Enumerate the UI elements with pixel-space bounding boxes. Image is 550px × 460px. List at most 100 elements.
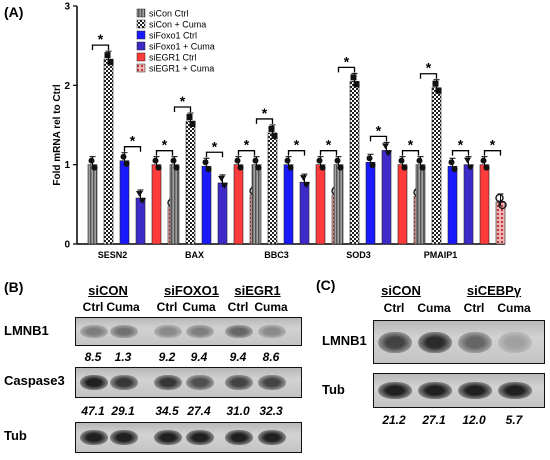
bar — [365, 161, 376, 245]
protein-band — [458, 382, 492, 399]
data-point — [382, 143, 389, 150]
protein-band — [498, 331, 532, 353]
protein-band — [80, 375, 108, 390]
significance-star: * — [426, 60, 432, 76]
quantification-value: 32.3 — [259, 404, 283, 418]
significance-bracket — [319, 150, 338, 156]
data-point — [271, 132, 278, 139]
lane-label: Ctrl — [156, 300, 178, 314]
lane-label: Ctrl — [463, 301, 485, 315]
significance-star: * — [408, 137, 414, 153]
panel-b-label: (B) — [4, 279, 24, 295]
quantification-value: 29.1 — [111, 404, 135, 418]
significance-star: * — [180, 93, 186, 109]
bar — [333, 164, 344, 245]
protein-band — [225, 324, 253, 339]
significance-star: * — [458, 137, 464, 153]
protein-band — [154, 430, 182, 445]
bar — [283, 164, 294, 245]
legend-entry: siFoxo1 Ctrl — [149, 31, 197, 41]
x-tick-label: SESN2 — [98, 250, 128, 260]
protein-band — [154, 375, 182, 390]
data-point — [155, 164, 162, 171]
significance-bracket — [337, 66, 356, 73]
significance-bracket — [155, 150, 174, 156]
bar — [169, 164, 180, 245]
data-point — [416, 157, 423, 164]
protein-label: Tub — [322, 381, 345, 397]
legend-swatch — [136, 30, 146, 40]
protein-band — [258, 324, 286, 339]
lane-label: Ctrl — [227, 300, 249, 314]
protein-band — [225, 430, 253, 445]
data-point — [448, 159, 455, 166]
bar — [119, 160, 130, 245]
group-title: siCON — [88, 283, 128, 298]
legend-swatch — [136, 41, 146, 51]
x-tick-label: BBC3 — [264, 250, 289, 260]
significance-bracket — [287, 150, 306, 156]
x-tick-label: SOD3 — [346, 250, 371, 260]
blot-membrane — [75, 317, 302, 346]
lane-label: Cuma — [106, 300, 140, 314]
significance-bracket — [483, 150, 502, 156]
blot-membrane — [75, 422, 302, 453]
lane-label: Cuma — [497, 301, 531, 315]
legend-entry: siEGR1 Ctrl — [149, 53, 197, 63]
data-point — [319, 164, 326, 171]
data-point — [366, 155, 373, 162]
bar-chart: Fold mRNA rel to Ctrl 0 1 2 3 SESN2 * * * BAX * * *… — [52, 2, 507, 260]
quantification-value: 5.7 — [505, 413, 523, 427]
bar — [315, 164, 326, 245]
protein-band — [186, 324, 214, 339]
protein-label: Caspase3 — [4, 373, 65, 388]
protein-label: LMNB1 — [322, 333, 367, 348]
data-point — [467, 164, 474, 171]
data-point — [480, 157, 487, 164]
protein-band — [458, 331, 492, 353]
significance-star: * — [130, 133, 136, 149]
bar — [151, 164, 162, 245]
data-point — [369, 162, 376, 169]
quantification-value: 47.1 — [81, 404, 105, 418]
blot-membrane — [373, 320, 545, 364]
quantification-value: 27.1 — [422, 413, 446, 427]
data-point — [186, 114, 193, 121]
legend-entry: siCon + Cuma — [149, 20, 206, 30]
significance-star: * — [162, 137, 168, 153]
data-point — [104, 52, 111, 59]
quantification-value: 9.4 — [229, 350, 247, 364]
significance-bracket — [451, 150, 470, 156]
legend-entry: siFoxo1 + Cuma — [149, 42, 215, 52]
data-point — [303, 182, 310, 189]
protein-band — [186, 430, 214, 445]
lane-label: Cuma — [254, 300, 288, 314]
group-title: siCON — [381, 283, 421, 298]
blot-membrane — [75, 367, 302, 398]
significance-bracket — [123, 146, 142, 152]
legend-swatch — [136, 8, 146, 18]
data-point — [435, 87, 442, 94]
x-tick-label: PMAIP1 — [424, 250, 458, 260]
data-point — [284, 157, 291, 164]
significance-bracket — [369, 135, 388, 142]
legend-swatch — [136, 52, 146, 62]
legend-swatch — [136, 19, 146, 29]
data-point — [123, 160, 130, 167]
quantification-value: 9.4 — [190, 350, 208, 364]
data-point — [483, 164, 490, 171]
protein-band — [154, 324, 182, 339]
quantification-value: 8.6 — [262, 350, 280, 364]
y-tick-label: 0 — [64, 240, 70, 251]
significance-star: * — [262, 105, 268, 121]
data-point — [451, 166, 458, 173]
data-point — [385, 150, 392, 157]
data-point — [234, 157, 241, 164]
significance-star: * — [98, 31, 104, 47]
legend-swatch — [136, 63, 146, 73]
lane-label: Cuma — [182, 300, 216, 314]
bar — [201, 165, 212, 245]
protein-band — [378, 382, 412, 399]
data-point — [334, 157, 341, 164]
bar — [397, 164, 408, 245]
